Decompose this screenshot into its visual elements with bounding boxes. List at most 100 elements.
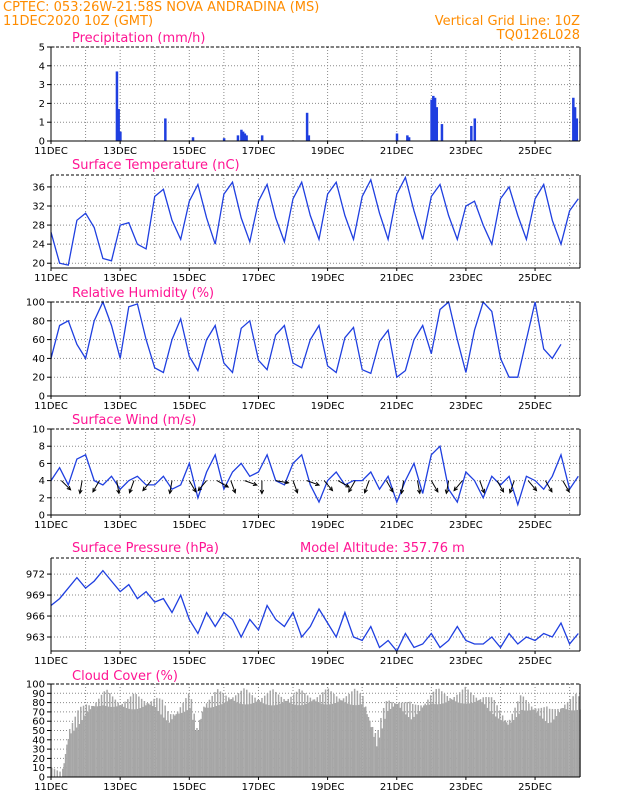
cloud-bar bbox=[417, 705, 419, 777]
wind-arrow-head bbox=[192, 487, 197, 493]
cloud-bar bbox=[517, 701, 519, 777]
cloud-bar bbox=[291, 703, 294, 777]
cloud-bar bbox=[298, 689, 301, 777]
cloud-bar bbox=[358, 704, 360, 777]
wind-xtick-label: 13DEC bbox=[103, 520, 137, 531]
cloud-bar bbox=[312, 699, 314, 777]
cloud-bar bbox=[576, 709, 579, 777]
cloud-bar bbox=[353, 688, 356, 777]
cloud-bar bbox=[377, 729, 379, 777]
cloud-bar bbox=[222, 693, 224, 777]
temp-ytick-label: 24 bbox=[32, 240, 45, 251]
cloud-ytick-label: 60 bbox=[32, 717, 45, 728]
precip-bar bbox=[191, 137, 195, 141]
cloud-bar bbox=[154, 707, 157, 777]
precip-bar bbox=[406, 135, 409, 141]
cloud-bar bbox=[366, 714, 368, 777]
temp-xtick-label: 15DEC bbox=[172, 273, 206, 284]
pressure-xtick-label: 13DEC bbox=[103, 656, 137, 667]
cloud-bar bbox=[175, 714, 177, 777]
wind-ytick-label: 2 bbox=[39, 493, 45, 504]
cloud-bar bbox=[132, 693, 135, 777]
cloud-bar bbox=[104, 705, 107, 777]
cloud-bar bbox=[446, 695, 449, 777]
cloud-bar bbox=[158, 698, 161, 777]
wind-arrow bbox=[385, 480, 394, 493]
cloud-bar bbox=[494, 716, 497, 777]
cloud-bar bbox=[248, 692, 251, 777]
wind-arrow bbox=[142, 480, 152, 491]
cloud-bar bbox=[221, 704, 223, 777]
cloud-bar bbox=[167, 711, 169, 777]
cloud-bar bbox=[391, 701, 393, 777]
wind-arrow bbox=[562, 480, 570, 493]
cloud-bar bbox=[56, 770, 59, 777]
cloud-bar bbox=[369, 720, 371, 777]
cloud-bar bbox=[561, 708, 563, 777]
cloud-bar bbox=[201, 711, 204, 777]
cloud-bar bbox=[255, 701, 258, 777]
temp-xtick-label: 17DEC bbox=[242, 273, 276, 284]
wind-arrow-head bbox=[434, 487, 439, 493]
cloud-xtick-label: 17DEC bbox=[242, 782, 276, 793]
wind-arrow bbox=[92, 480, 100, 493]
pressure-title: Surface Pressure (hPa) bbox=[72, 541, 219, 556]
cloud-bar bbox=[98, 698, 100, 777]
cloud-ytick-label: 20 bbox=[32, 754, 45, 765]
temp-ytick-label: 32 bbox=[32, 202, 45, 213]
cloud-bar bbox=[421, 707, 424, 777]
precip-xtick-label: 13DEC bbox=[103, 146, 137, 157]
cloud-bar bbox=[345, 696, 348, 777]
cloud-bar bbox=[355, 705, 357, 777]
rh-ytick-label: 0 bbox=[39, 392, 45, 403]
cloud-bar bbox=[326, 704, 328, 777]
cloud-bar bbox=[68, 728, 71, 777]
cloud-bar bbox=[114, 699, 117, 777]
cloud-bar bbox=[539, 715, 541, 777]
wind-arrow bbox=[129, 480, 135, 493]
cloud-bar bbox=[203, 706, 205, 777]
pressure-ytick-label: 963 bbox=[26, 633, 45, 644]
cloud-bar bbox=[106, 689, 108, 777]
cloud-bar bbox=[493, 699, 496, 777]
cloud-bar bbox=[63, 763, 65, 777]
cloud-bar bbox=[205, 703, 208, 777]
cloud-bar bbox=[75, 727, 78, 777]
cloud-bar bbox=[294, 704, 296, 777]
cloud-bar bbox=[405, 714, 407, 777]
precip-bar bbox=[241, 131, 245, 141]
cloud-bar bbox=[269, 690, 272, 777]
cloud-bar bbox=[230, 699, 233, 777]
cloud-bar bbox=[387, 710, 389, 777]
cloud-bar bbox=[151, 706, 154, 777]
cloud-bar bbox=[100, 694, 103, 777]
wind-xtick-label: 23DEC bbox=[449, 520, 483, 531]
cloud-bar bbox=[364, 706, 367, 777]
cloud-bar bbox=[259, 701, 262, 777]
cloud-bar bbox=[479, 699, 482, 777]
pressure-xtick-label: 21DEC bbox=[380, 656, 414, 667]
temp-xtick-label: 25DEC bbox=[518, 273, 552, 284]
cloud-bar bbox=[89, 709, 92, 777]
cloud-bar bbox=[197, 730, 200, 777]
wind-arrow-head bbox=[345, 483, 351, 488]
cloud-bar bbox=[196, 728, 198, 777]
cloud-bar bbox=[543, 707, 545, 777]
cloud-ytick-label: 0 bbox=[39, 773, 45, 784]
cloud-bar bbox=[67, 738, 70, 777]
cloud-bar bbox=[121, 703, 124, 777]
wind-arrow-head bbox=[116, 489, 121, 495]
cloud-bar bbox=[136, 708, 139, 777]
cloud-bar bbox=[429, 695, 432, 777]
precip-bar bbox=[245, 135, 248, 141]
cloud-bar bbox=[251, 695, 254, 777]
header-date: 11DEC2020 10Z (GMT) bbox=[3, 14, 153, 29]
cloud-bar bbox=[223, 702, 226, 777]
cloud-bar bbox=[496, 705, 498, 777]
cloud-bar bbox=[313, 699, 316, 777]
model-altitude: Model Altitude: 357.76 m bbox=[300, 541, 465, 556]
cloud-bar bbox=[510, 722, 512, 777]
wind-arrow bbox=[79, 480, 83, 494]
cloud-bar bbox=[521, 709, 523, 777]
wind-title: Surface Wind (m/s) bbox=[72, 413, 196, 428]
